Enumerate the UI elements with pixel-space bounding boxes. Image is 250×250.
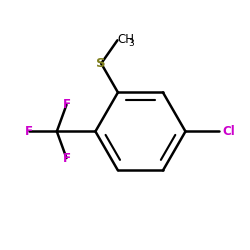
Text: F: F xyxy=(24,125,32,138)
Text: 3: 3 xyxy=(128,38,134,48)
Text: S: S xyxy=(96,57,106,70)
Text: F: F xyxy=(62,98,70,111)
Text: CH: CH xyxy=(118,33,134,46)
Text: Cl: Cl xyxy=(223,125,235,138)
Text: F: F xyxy=(62,152,70,164)
